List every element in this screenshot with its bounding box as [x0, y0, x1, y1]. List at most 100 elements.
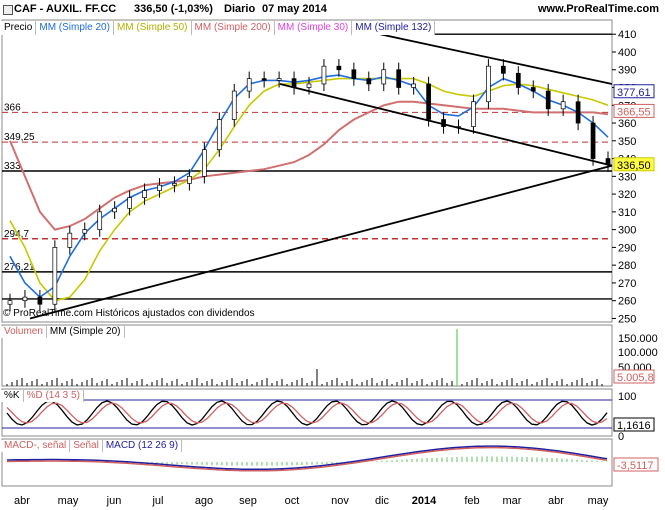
right-value-box [613, 103, 655, 118]
volume-tick-label: 100.000 [618, 347, 658, 359]
price-tick-label: 360 [618, 118, 636, 130]
chart-header: CAF - AUXIL. FF.CC 336,50 (-1,03%) Diari… [0, 0, 665, 20]
legend-price[interactable]: Precio [1, 21, 37, 35]
volume-value-label: 5.005,8 [617, 372, 654, 384]
candle-body [336, 65, 342, 71]
candle-body [202, 149, 207, 177]
right-value-label: 336,50 [617, 160, 651, 172]
candle-body [471, 101, 476, 127]
candle-body [52, 247, 58, 305]
price-tick-label: 270 [618, 278, 636, 290]
copyright: © ProRealTime.com Históricos ajustados c… [3, 308, 255, 319]
macd-legend: MACD-, señal Señal MACD (12 26 9) [1, 440, 183, 452]
candle-body [486, 65, 491, 103]
price-tick-label: 300 [618, 225, 636, 237]
level-label: 366 [4, 102, 21, 113]
candle-body [321, 65, 327, 85]
x-tick-label: may [588, 495, 609, 507]
period: Diario [224, 3, 256, 15]
legend-sma50[interactable]: MM (Simple 50) [113, 21, 192, 35]
legend-sma132[interactable]: MM (Simple 132) [352, 21, 436, 35]
macd-value-label: -3,5117 [617, 460, 654, 472]
date: 07 may 2014 [262, 3, 327, 15]
level-label: 294,7 [4, 229, 29, 240]
price-tick-label: 350 [618, 136, 636, 148]
candle-body [426, 83, 431, 120]
price-tick-label: 410 [618, 29, 636, 41]
candle-body [187, 175, 192, 184]
stoch-d-line [6, 402, 608, 424]
candle-body [246, 78, 252, 92]
x-tick-label: dic [375, 495, 390, 507]
stoch-tick-label: 0 [618, 431, 624, 443]
stoch-k-line [6, 400, 608, 426]
macd-signal-line [6, 446, 608, 472]
macd-line-label[interactable]: MACD (12 26 9) [102, 440, 183, 452]
volume-tick-label: 150.000 [618, 333, 658, 345]
stoch-d-label[interactable]: %D (14 3 5) [23, 390, 84, 402]
price-legend: Precio MM (Simple 20) MM (Simple 50) MM … [1, 21, 436, 35]
candle-body [97, 211, 103, 230]
ticker-name: CAF - AUXIL. FF.CC [14, 3, 117, 15]
candle-body [351, 69, 357, 79]
candle-body [590, 122, 596, 159]
candle-body [411, 83, 416, 88]
level-label: 276,21 [4, 262, 35, 273]
trendline-upper [379, 33, 613, 85]
candle-body [530, 87, 536, 92]
price-tick-label: 280 [618, 260, 636, 272]
candle-body [231, 90, 237, 120]
stoch-value-box [613, 417, 655, 432]
price-tick-label: 330 [618, 171, 636, 183]
x-tick-label: jul [151, 495, 163, 507]
candle-body [142, 190, 147, 198]
volume-legend-label[interactable]: Volumen [1, 326, 47, 338]
x-tick-label: sep [239, 495, 257, 507]
price-tick-label: 290 [618, 242, 636, 254]
x-tick-label: feb [464, 495, 479, 507]
macd-value-box [613, 457, 659, 472]
macd-hist-label[interactable]: MACD-, señal [1, 440, 71, 452]
price-tick-label: 390 [618, 65, 636, 77]
legend-sma20[interactable]: MM (Simple 20) [36, 21, 114, 35]
candle-body [157, 184, 162, 191]
level-label: 333 [4, 161, 21, 172]
volume-sma-label[interactable]: MM (Simple 20) [46, 326, 125, 338]
price-tick-label: 310 [618, 207, 636, 219]
candle-body [575, 101, 581, 124]
stoch-value-label: 1,1616 [617, 420, 651, 432]
right-value-box [613, 84, 655, 99]
right-value-box [613, 157, 655, 172]
x-tick-label: ago [195, 495, 213, 507]
price-tick-label: 260 [618, 296, 636, 308]
candle-body [261, 78, 267, 81]
candle-body [127, 197, 132, 209]
macd-signal-label[interactable]: Señal [70, 440, 103, 452]
candle-body [22, 296, 28, 302]
candle-body [381, 69, 387, 85]
menu-icon[interactable] [3, 5, 13, 15]
candle-body [545, 90, 551, 110]
stoch-legend: %K %D (14 3 5) [1, 390, 84, 402]
candle-body [67, 232, 73, 248]
x-tick-label: may [58, 495, 79, 507]
trendline-lower [279, 83, 613, 167]
candle-body [560, 101, 566, 110]
legend-sma200[interactable]: MM (Simple 200) [191, 21, 275, 35]
x-tick-label: oct [285, 495, 300, 507]
right-value-label: 366,55 [617, 106, 651, 118]
candle-body [37, 296, 43, 305]
stoch-tick-label: 100 [618, 391, 636, 403]
stoch-k-label[interactable]: %K [1, 390, 24, 402]
site-name[interactable]: www.ProRealTime.com [537, 3, 659, 15]
x-tick-label: nov [331, 495, 349, 507]
candle-body [515, 72, 521, 88]
price-tick-label: 250 [618, 313, 636, 325]
x-tick-label: 2014 [412, 495, 437, 507]
x-tick-label: abr [548, 495, 564, 507]
legend-sma30[interactable]: MM (Simple 30) [274, 21, 353, 35]
candle-body [276, 78, 282, 81]
volume-legend: Volumen MM (Simple 20) [1, 326, 125, 338]
price-tick-label: 320 [618, 189, 636, 201]
